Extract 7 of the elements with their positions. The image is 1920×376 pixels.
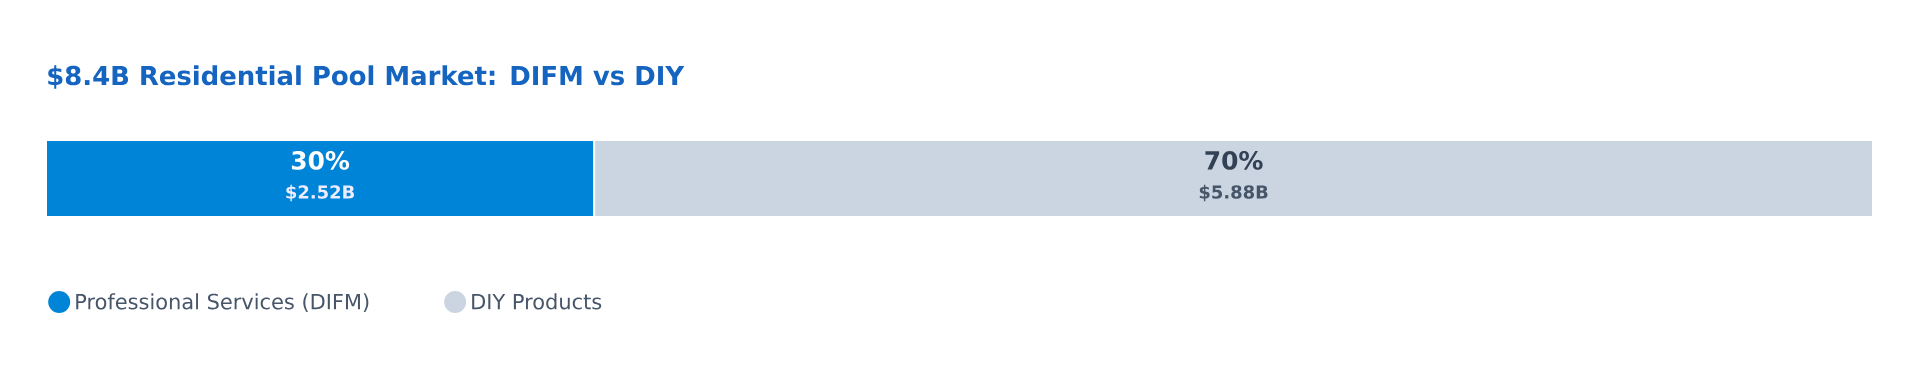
data-label: 70% xyxy=(1205,151,1263,170)
data-label: 30% xyxy=(291,151,350,170)
legend-label: Professional Services (DIFM) xyxy=(76,293,369,312)
annotation: $5.88B xyxy=(1199,184,1268,202)
legend-label: DIY Products xyxy=(472,293,602,310)
annotation: $2.52B xyxy=(286,184,355,202)
chart-title: $8.4B Residential Pool Market: DIFM vs DIY xyxy=(48,65,685,89)
